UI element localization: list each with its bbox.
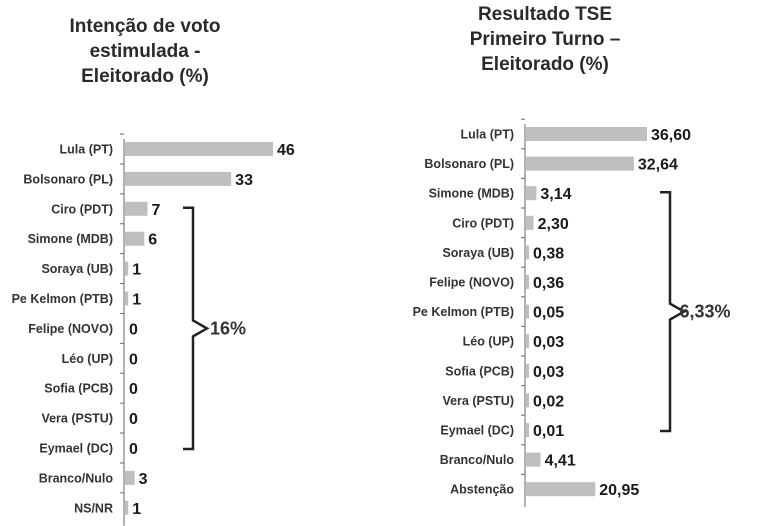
right-bar — [526, 363, 529, 378]
left-value-label: 6 — [148, 232, 157, 249]
left-category-label: Sofia (PCB) — [44, 382, 113, 396]
left-category-label: Felipe (NOVO) — [28, 322, 113, 336]
left-value-label: 1 — [132, 501, 141, 518]
left-category-label: Simone (MDB) — [28, 232, 113, 246]
right-category-label: Vera (PSTU) — [442, 394, 514, 408]
right-bar — [526, 423, 529, 437]
right-bar — [526, 156, 634, 171]
left-bar — [125, 231, 145, 246]
right-bar — [526, 452, 541, 467]
left-bar — [125, 470, 135, 485]
right-bar — [526, 482, 596, 497]
left-value-label: 0 — [129, 411, 138, 428]
right-category-label: Eymael (DC) — [440, 424, 514, 438]
right-category-label: Soraya (UB) — [442, 246, 514, 260]
right-category-label: Branco/Nulo — [440, 453, 515, 467]
left-bar — [125, 142, 273, 156]
right-category-label: Abstenção — [450, 483, 514, 497]
right-value-label: 0,05 — [533, 305, 564, 322]
left-value-label: 7 — [152, 202, 161, 219]
left-bar — [125, 291, 129, 306]
right-bracket-label: 6,33% — [679, 302, 730, 322]
left-bar — [125, 201, 148, 216]
right-bar — [526, 186, 537, 201]
left-value-label: 33 — [235, 172, 253, 189]
right-bar — [526, 215, 534, 230]
right-value-label: 0,38 — [533, 245, 564, 262]
left-category-label: Vera (PSTU) — [41, 412, 113, 426]
left-category-label: Léo (UP) — [62, 352, 113, 366]
left-value-label: 0 — [129, 321, 138, 338]
right-bar — [526, 334, 529, 349]
right-bar — [526, 393, 529, 408]
right-category-label: Felipe (NOVO) — [429, 276, 514, 290]
left-category-label: Eymael (DC) — [39, 442, 113, 456]
left-category-label: Bolsonaro (PL) — [23, 172, 113, 186]
right-category-label: Ciro (PDT) — [452, 216, 514, 230]
left-category-label: Branco/Nulo — [39, 471, 114, 485]
right-bar — [526, 275, 529, 289]
right-bar — [526, 304, 529, 319]
right-bracket — [660, 190, 687, 433]
right-value-label: 4,41 — [545, 453, 576, 470]
right-category-label: Sofia (PCB) — [445, 364, 514, 378]
right-bar — [526, 127, 647, 141]
left-value-label: 1 — [132, 292, 141, 309]
right-category-label: Lula (PT) — [461, 128, 514, 142]
left-value-label: 46 — [277, 142, 295, 159]
left-category-label: NS/NR — [74, 501, 113, 515]
right-value-label: 0,02 — [533, 393, 564, 410]
left-category-label: Soraya (UB) — [41, 262, 113, 276]
left-category-label: Lula (PT) — [60, 143, 113, 157]
right-value-label: 2,30 — [538, 216, 569, 233]
left-bar — [125, 261, 129, 276]
right-value-label: 32,64 — [638, 157, 678, 174]
left-bracket — [183, 206, 210, 451]
right-bar — [526, 245, 529, 260]
left-bar — [125, 500, 129, 515]
right-value-label: 0,03 — [533, 364, 564, 381]
left-value-label: 1 — [132, 262, 141, 279]
left-value-label: 0 — [129, 381, 138, 398]
left-chart-title: Intenção de voto estimulada - Eleitorado… — [69, 16, 221, 87]
right-value-label: 0,03 — [533, 334, 564, 351]
right-value-label: 0,36 — [533, 275, 564, 292]
right-value-label: 36,60 — [651, 127, 691, 144]
left-value-label: 0 — [129, 441, 138, 458]
right-value-label: 0,01 — [533, 423, 564, 440]
right-category-label: Pe Kelmon (PTB) — [413, 305, 514, 319]
left-value-label: 0 — [129, 351, 138, 368]
right-category-label: Léo (UP) — [463, 335, 514, 349]
left-category-label: Ciro (PDT) — [51, 202, 113, 216]
right-value-label: 20,95 — [599, 482, 639, 499]
left-value-label: 3 — [139, 471, 148, 488]
left-bar — [125, 171, 232, 186]
right-category-label: Bolsonaro (PL) — [424, 157, 514, 171]
right-category-label: Simone (MDB) — [429, 187, 514, 201]
right-chart-title: Resultado TSE Primeiro Turno – Eleitorad… — [469, 4, 621, 75]
left-category-label: Pe Kelmon (PTB) — [12, 292, 113, 306]
right-value-label: 3,14 — [540, 186, 571, 203]
left-bracket-label: 16% — [210, 318, 246, 338]
